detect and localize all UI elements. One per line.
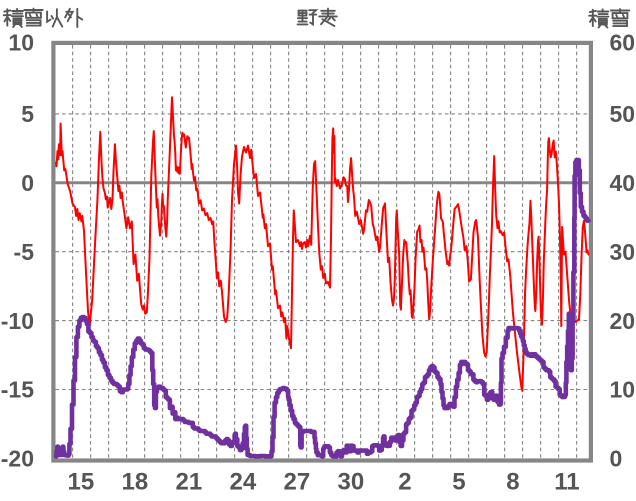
svg-text:24: 24: [230, 469, 257, 496]
svg-text:0: 0: [21, 170, 34, 196]
svg-text:60: 60: [610, 30, 636, 56]
svg-text:-5: -5: [14, 239, 35, 265]
svg-text:2: 2: [398, 469, 411, 496]
svg-text:15: 15: [68, 469, 95, 496]
svg-text:8: 8: [506, 469, 519, 496]
svg-text:-15: -15: [1, 377, 34, 403]
svg-text:50: 50: [610, 101, 636, 127]
svg-text:27: 27: [284, 469, 311, 496]
svg-text:30: 30: [610, 239, 636, 265]
svg-text:0: 0: [610, 446, 623, 472]
svg-text:20: 20: [610, 308, 636, 334]
svg-text:5: 5: [21, 101, 34, 127]
svg-text:10: 10: [610, 377, 636, 403]
svg-text:40: 40: [610, 170, 636, 196]
svg-text:10: 10: [8, 30, 34, 56]
svg-text:5: 5: [452, 469, 465, 496]
svg-text:-10: -10: [1, 308, 34, 334]
svg-text:30: 30: [338, 469, 365, 496]
svg-text:18: 18: [122, 469, 149, 496]
svg-text:-20: -20: [1, 446, 34, 472]
svg-text:11: 11: [554, 469, 579, 496]
svg-text:21: 21: [176, 469, 203, 496]
